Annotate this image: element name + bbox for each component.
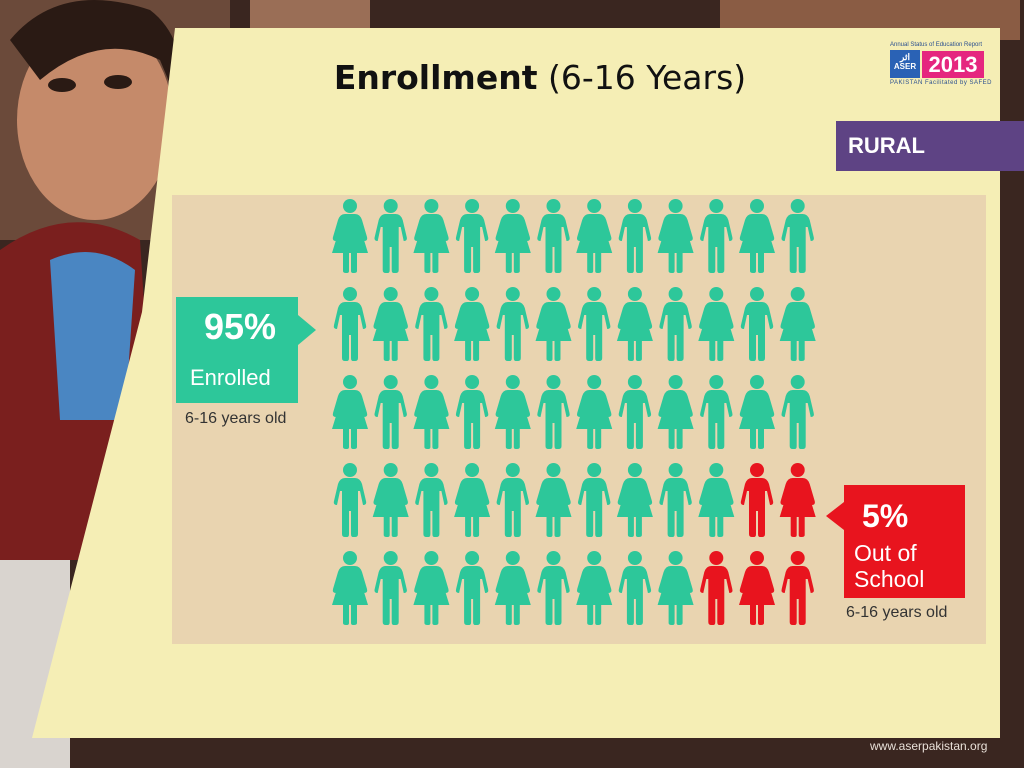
- enrolled-girl-icon: [739, 375, 775, 449]
- enrolled-girl-icon: [413, 375, 450, 449]
- enrolled-girl-icon: [616, 287, 653, 361]
- out-of-school-age: 6-16 years old: [846, 604, 948, 621]
- footer-url: www.aserpakistan.org: [870, 739, 988, 753]
- enrolled-girl-icon: [454, 463, 491, 537]
- enrolled-boy-icon: [618, 199, 652, 273]
- enrolled-girl-icon: [332, 199, 368, 273]
- enrolled-girl-icon: [698, 287, 735, 361]
- enrolled-age: 6-16 years old: [185, 410, 287, 427]
- enrolled-percent: 95%: [203, 306, 277, 347]
- enrolled-boy-icon: [740, 287, 774, 361]
- enrolled-boy-icon: [374, 199, 407, 273]
- enrolled-boy-icon: [700, 199, 733, 273]
- enrolled-girl-icon: [657, 375, 694, 449]
- enrolled-boy-icon: [537, 199, 570, 273]
- out-of-school-callout-arrow: [826, 502, 844, 530]
- enrolled-boy-icon: [496, 463, 529, 537]
- title-bold: Enrollment: [333, 58, 538, 97]
- enrolled-boy-icon: [374, 551, 407, 625]
- enrolled-girl-icon: [332, 375, 368, 449]
- enrolled-boy-icon: [333, 287, 367, 361]
- logo-year: 2013: [922, 51, 984, 78]
- enrolled-boy-icon: [374, 375, 407, 449]
- enrolled-girl-icon: [332, 551, 368, 625]
- aser-logo: Annual Status of Education Report اثر AS…: [886, 42, 991, 90]
- enrolled-boy-icon: [333, 463, 367, 537]
- logo-facilitated-text: Facilitated by SAFED: [924, 80, 992, 86]
- enrolled-callout: [176, 297, 298, 403]
- logo-aser: ASER: [893, 62, 917, 71]
- enrolled-girl-icon: [698, 463, 735, 537]
- enrolled-girl-icon: [576, 199, 613, 273]
- enrolled-girl-icon: [413, 199, 450, 273]
- enrolled-girl-icon: [372, 287, 409, 361]
- logo-country: PAKISTAN: [890, 80, 923, 86]
- enrolled-girl-icon: [494, 375, 531, 449]
- enrolled-boy-icon: [618, 551, 652, 625]
- enrolled-girl-icon: [657, 199, 694, 273]
- pictograph: [332, 199, 816, 625]
- enrolled-boy-icon: [537, 375, 570, 449]
- rural-badge: RURAL: [836, 121, 1024, 171]
- out-of-school-percent: 5%: [862, 498, 909, 534]
- enrolled-boy-icon: [455, 375, 489, 449]
- enrolled-girl-icon: [535, 287, 572, 361]
- enrolled-girl-icon: [576, 375, 613, 449]
- enrolled-girl-icon: [616, 463, 653, 537]
- enrolled-boy-icon: [537, 551, 570, 625]
- enrolled-boy-icon: [781, 199, 814, 273]
- logo-aser-arabic: اثر: [900, 52, 910, 62]
- logo-facilitated: PAKISTAN Facilitated by SAFED: [890, 80, 992, 86]
- out-of-school-boy-icon: [700, 551, 733, 625]
- out-of-school-callout: [844, 485, 965, 598]
- out-of-school-label: Out of School: [854, 540, 925, 592]
- enrolled-girl-icon: [657, 551, 694, 625]
- out-of-school-girl-icon: [739, 551, 775, 625]
- enrolled-girl-icon: [576, 551, 613, 625]
- enrolled-boy-icon: [700, 375, 733, 449]
- enrolled-label: Enrolled: [190, 365, 271, 390]
- enrolled-boy-icon: [455, 199, 489, 273]
- logo-aser-block: اثر ASER: [890, 50, 920, 78]
- enrolled-boy-icon: [618, 375, 652, 449]
- enrolled-boy-icon: [578, 463, 611, 537]
- enrolled-girl-icon: [739, 199, 775, 273]
- enrolled-boy-icon: [415, 287, 448, 361]
- out-of-school-girl-icon: [779, 463, 816, 537]
- enrolled-girl-icon: [494, 199, 531, 273]
- out-of-school-boy-icon: [781, 551, 814, 625]
- enrolled-girl-icon: [413, 551, 450, 625]
- enrolled-boy-icon: [415, 463, 448, 537]
- enrolled-boy-icon: [578, 287, 611, 361]
- enrolled-boy-icon: [455, 551, 489, 625]
- enrolled-callout-arrow: [298, 315, 316, 345]
- enrolled-girl-icon: [535, 463, 572, 537]
- enrolled-boy-icon: [659, 287, 692, 361]
- enrolled-girl-icon: [372, 463, 409, 537]
- enrolled-girl-icon: [779, 287, 816, 361]
- enrolled-girl-icon: [494, 551, 531, 625]
- enrolled-boy-icon: [659, 463, 692, 537]
- enrolled-boy-icon: [781, 375, 814, 449]
- enrolled-boy-icon: [496, 287, 529, 361]
- logo-top-text: Annual Status of Education Report: [890, 42, 983, 48]
- enrolled-girl-icon: [454, 287, 491, 361]
- page-title: Enrollment (6-16 Years): [240, 58, 840, 97]
- title-rest: (6-16 Years): [537, 58, 747, 97]
- out-of-school-boy-icon: [740, 463, 774, 537]
